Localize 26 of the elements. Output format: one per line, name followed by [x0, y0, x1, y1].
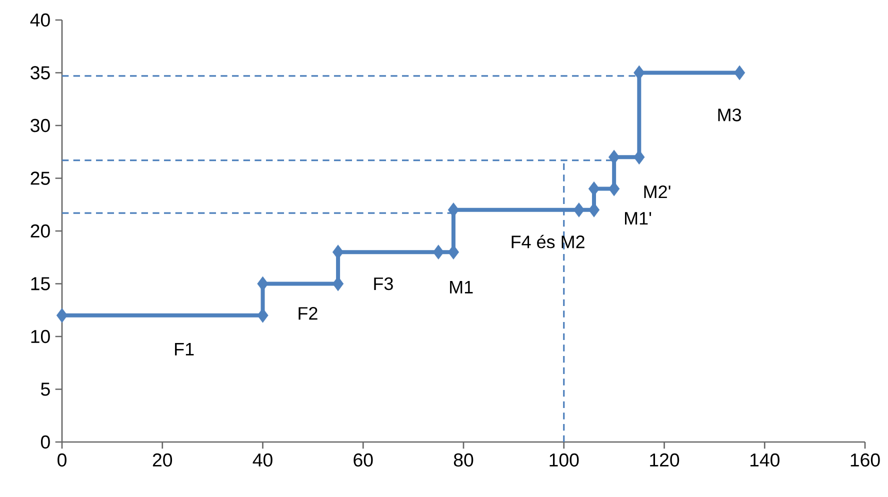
- x-tick-label: 100: [550, 453, 579, 467]
- annotation: F1: [175, 342, 194, 356]
- annotation: M2': [644, 185, 670, 198]
- y-tick-label: 35: [30, 66, 50, 80]
- y-tick-label: 10: [31, 330, 50, 344]
- y-tick-label: 0: [40, 435, 50, 449]
- x-tick-label: 80: [454, 453, 474, 467]
- annotation: M3: [718, 108, 742, 122]
- y-tick-label: 40: [30, 13, 50, 27]
- x-tick-label: 40: [252, 453, 272, 467]
- y-tick-label: 25: [30, 172, 50, 185]
- y-tick-label: 5: [41, 382, 50, 396]
- annotation: M1: [450, 280, 473, 294]
- x-tick-label: 160: [850, 453, 880, 467]
- annotation: F2: [298, 307, 318, 320]
- x-tick-label: 0: [58, 453, 66, 467]
- x-tick-label: 60: [354, 453, 373, 467]
- x-tick-label: 140: [750, 453, 780, 467]
- y-tick-label: 15: [31, 277, 50, 290]
- annotation: F4 és M2: [512, 234, 584, 248]
- annotation: F3: [374, 277, 393, 290]
- y-tick-label: 20: [30, 224, 50, 238]
- annotation: M1': [625, 212, 652, 225]
- x-tick-label: 20: [152, 453, 172, 467]
- y-tick-label: 30: [30, 118, 50, 132]
- x-tick-label: 120: [650, 453, 680, 467]
